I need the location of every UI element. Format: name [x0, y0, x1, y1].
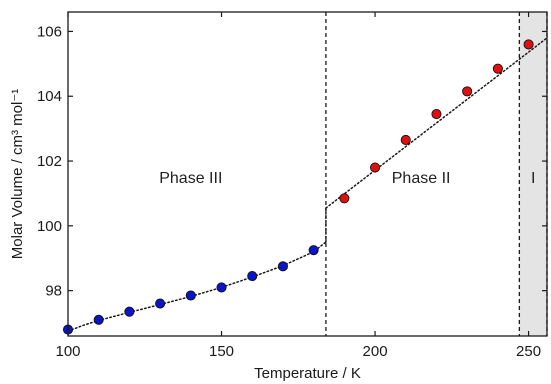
- x-tick-label: 100: [55, 343, 80, 360]
- y-axis-title: Molar Volume / cm³ mol⁻¹: [9, 89, 26, 259]
- data-point-series-0: [185, 290, 196, 301]
- phase-label: Phase III: [159, 170, 222, 187]
- data-point-series-0: [277, 261, 288, 272]
- data-point-series-0: [124, 306, 135, 317]
- data-point-series-0: [247, 271, 258, 282]
- data-point-series-0: [308, 245, 319, 256]
- fit-line-2: [325, 37, 548, 209]
- plot-frame: [67, 11, 548, 337]
- phase-i-shaded-region: [519, 12, 547, 336]
- y-tick-label: 98: [45, 283, 62, 300]
- data-point-series-0: [216, 282, 227, 293]
- phase-label: Phase II: [392, 170, 451, 187]
- data-point-series-1: [339, 193, 350, 204]
- x-tick-label: 250: [516, 343, 541, 360]
- data-point-series-1: [523, 39, 534, 50]
- phase-label: I: [531, 170, 535, 187]
- x-tick-label: 200: [363, 343, 388, 360]
- fit-line-0: [67, 241, 327, 332]
- data-points: [62, 39, 534, 335]
- data-point-series-1: [370, 162, 381, 173]
- y-tick-label: 106: [37, 23, 62, 40]
- y-tick-label: 100: [37, 218, 62, 235]
- data-point-series-0: [93, 314, 104, 325]
- y-tick-label: 102: [37, 153, 62, 170]
- y-tick-label: 104: [37, 88, 62, 105]
- phase-annotations: Phase III Phase II I: [159, 170, 535, 187]
- x-tick-label: 150: [209, 343, 234, 360]
- data-point-series-1: [431, 109, 442, 120]
- data-point-series-0: [155, 298, 166, 309]
- data-point-series-1: [400, 134, 411, 146]
- fit-lines: [67, 37, 548, 332]
- data-point-series-1: [462, 86, 473, 97]
- data-point-series-1: [492, 63, 503, 74]
- x-axis-title: Temperature / K: [254, 365, 361, 382]
- axis-ticks: 100 150 200 250 98 100 102 104 106: [37, 12, 547, 360]
- shaded-region: [519, 12, 547, 336]
